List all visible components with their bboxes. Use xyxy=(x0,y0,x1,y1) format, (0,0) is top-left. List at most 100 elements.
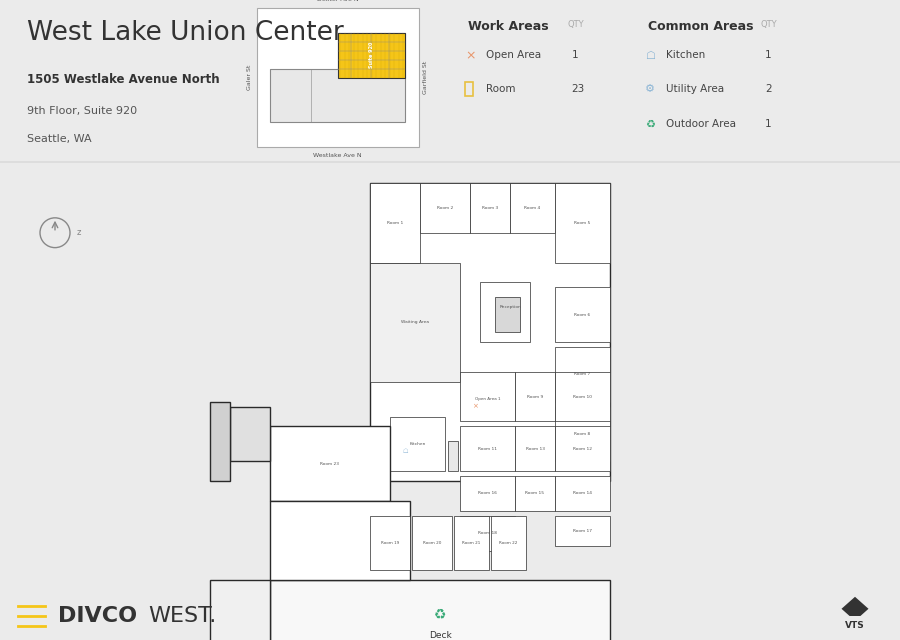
Text: ⚙: ⚙ xyxy=(644,84,655,94)
Text: Room 19: Room 19 xyxy=(381,541,399,545)
Text: Common Areas: Common Areas xyxy=(648,20,753,33)
Text: Room 8: Room 8 xyxy=(574,432,590,436)
Bar xyxy=(555,476,610,511)
Text: Suite 920: Suite 920 xyxy=(369,42,374,68)
Bar xyxy=(470,183,510,233)
Bar xyxy=(370,262,460,381)
Bar xyxy=(412,516,452,570)
Text: Open Area: Open Area xyxy=(486,51,541,61)
Text: Room 13: Room 13 xyxy=(526,447,544,451)
Text: Deck: Deck xyxy=(428,630,452,639)
Text: Room 11: Room 11 xyxy=(478,447,497,451)
Text: 1: 1 xyxy=(765,119,771,129)
Text: ☖: ☖ xyxy=(402,449,408,454)
Bar xyxy=(555,426,610,471)
Text: Open Area 1: Open Area 1 xyxy=(475,397,500,401)
Text: Room 1: Room 1 xyxy=(387,221,403,225)
Polygon shape xyxy=(270,33,405,122)
Text: Reception: Reception xyxy=(500,305,521,309)
Bar xyxy=(370,516,410,570)
Bar xyxy=(256,8,419,147)
Text: ×: × xyxy=(465,49,476,62)
Bar xyxy=(555,347,610,402)
Bar xyxy=(370,183,420,262)
Text: ♻: ♻ xyxy=(434,608,446,622)
Text: z: z xyxy=(77,228,81,237)
Text: WEST.: WEST. xyxy=(148,606,217,626)
Text: Westlake Ave N: Westlake Ave N xyxy=(313,152,362,157)
Text: Garfield St: Garfield St xyxy=(423,61,428,94)
Text: Kitchen: Kitchen xyxy=(666,51,706,61)
Text: QTY: QTY xyxy=(567,20,583,29)
Bar xyxy=(210,580,270,640)
Text: Room 4: Room 4 xyxy=(525,206,541,210)
Bar xyxy=(480,282,530,342)
Bar xyxy=(555,372,610,422)
Text: Room 12: Room 12 xyxy=(573,447,592,451)
Text: Outdoor Area: Outdoor Area xyxy=(666,119,736,129)
Text: Room 9: Room 9 xyxy=(526,395,543,399)
Text: VTS: VTS xyxy=(845,621,865,630)
Bar xyxy=(390,417,445,471)
Text: Utility Area: Utility Area xyxy=(666,84,724,94)
Bar xyxy=(370,183,610,481)
Bar xyxy=(460,426,515,471)
Text: Room 7: Room 7 xyxy=(574,372,590,376)
Bar xyxy=(460,516,515,550)
Bar xyxy=(460,476,515,511)
Text: West Lake Union Center: West Lake Union Center xyxy=(27,20,344,45)
Bar xyxy=(270,501,410,580)
Text: Room 10: Room 10 xyxy=(573,395,592,399)
Text: Kitchen: Kitchen xyxy=(410,442,426,446)
Text: ♻: ♻ xyxy=(644,119,655,129)
Bar xyxy=(515,426,555,471)
Text: 9th Floor, Suite 920: 9th Floor, Suite 920 xyxy=(27,106,137,116)
Text: 1: 1 xyxy=(572,51,578,61)
Bar xyxy=(448,442,458,471)
Text: DIVCO: DIVCO xyxy=(58,606,138,626)
Text: ☖: ☖ xyxy=(644,51,655,61)
Text: Work Areas: Work Areas xyxy=(468,20,549,33)
Text: Room 14: Room 14 xyxy=(573,492,592,495)
Bar xyxy=(495,298,520,332)
Text: 1: 1 xyxy=(765,51,771,61)
Polygon shape xyxy=(338,33,405,77)
Bar xyxy=(0,161,900,163)
Bar xyxy=(465,81,473,96)
Bar xyxy=(515,372,555,422)
Bar xyxy=(515,476,555,511)
Text: 2: 2 xyxy=(765,84,771,94)
Text: Room 22: Room 22 xyxy=(500,541,518,545)
Text: Room 6: Room 6 xyxy=(574,313,590,317)
Bar xyxy=(510,183,555,233)
Bar xyxy=(491,516,526,570)
Bar xyxy=(555,516,610,546)
Text: Room 15: Room 15 xyxy=(526,492,544,495)
Text: Room 16: Room 16 xyxy=(478,492,497,495)
Text: 23: 23 xyxy=(572,84,585,94)
Polygon shape xyxy=(842,596,868,616)
Text: Galer St: Galer St xyxy=(247,65,252,90)
Bar xyxy=(420,183,470,233)
Bar xyxy=(555,287,610,342)
Text: Room 23: Room 23 xyxy=(320,461,339,466)
Text: Room 20: Room 20 xyxy=(423,541,441,545)
Bar xyxy=(454,516,489,570)
Bar xyxy=(230,406,270,461)
Text: Seattle, WA: Seattle, WA xyxy=(27,134,92,144)
Bar xyxy=(460,372,515,422)
Text: Room 18: Room 18 xyxy=(478,531,497,535)
Text: QTY: QTY xyxy=(760,20,777,29)
Text: Room 5: Room 5 xyxy=(574,221,590,225)
Bar xyxy=(555,406,610,461)
Text: 1505 Westlake Avenue North: 1505 Westlake Avenue North xyxy=(27,74,220,86)
Text: Waiting Area: Waiting Area xyxy=(401,320,429,324)
Text: Room 17: Room 17 xyxy=(573,529,592,532)
Text: Room: Room xyxy=(486,84,516,94)
Bar xyxy=(210,402,230,481)
Text: Room 21: Room 21 xyxy=(463,541,481,545)
Bar xyxy=(270,426,390,501)
Bar xyxy=(555,183,610,262)
Text: ×: × xyxy=(472,404,478,410)
Text: Room 3: Room 3 xyxy=(482,206,498,210)
